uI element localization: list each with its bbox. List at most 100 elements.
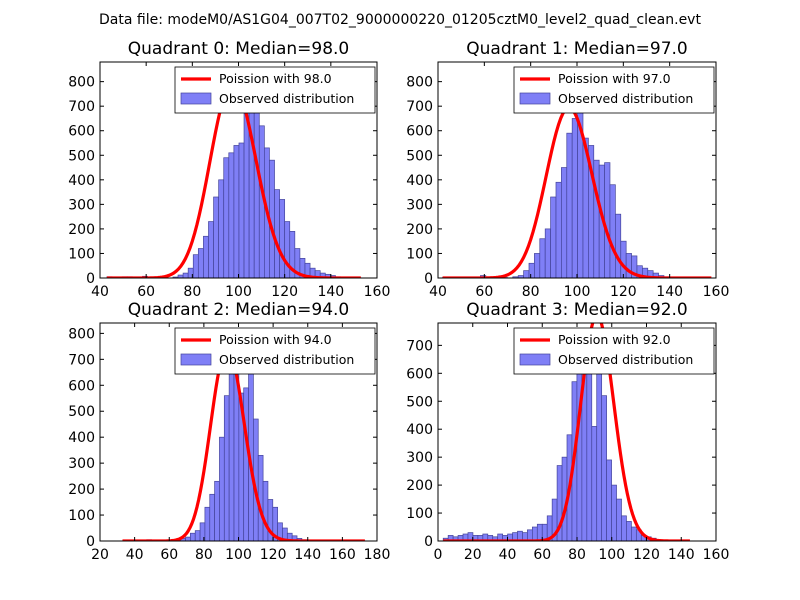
x-tick-label: 40 xyxy=(429,284,447,300)
y-tick-label: 200 xyxy=(406,478,433,494)
histogram-bar xyxy=(204,506,211,541)
legend-observed-label: Observed distribution xyxy=(219,352,354,367)
legend-observed-label: Observed distribution xyxy=(558,352,693,367)
quadrant-0-chart: Quadrant 0: Median=98.0 40 60 80 100 120 140 16… xyxy=(68,39,390,300)
histogram-bar xyxy=(561,167,568,278)
y-tick-label: 700 xyxy=(406,99,433,115)
y-tick-label: 400 xyxy=(406,422,433,438)
y-tick-label: 300 xyxy=(406,197,433,213)
histogram-bar xyxy=(620,240,627,278)
histogram-bar xyxy=(528,262,535,278)
histogram-bar xyxy=(262,480,269,541)
y-tick-label: 100 xyxy=(406,246,433,262)
y-tick-label: 600 xyxy=(68,378,95,394)
x-tick-label: 100 xyxy=(225,284,252,300)
y-tick-label: 0 xyxy=(424,534,433,550)
x-tick-label: 160 xyxy=(364,284,391,300)
legend-observed-swatch xyxy=(180,92,212,105)
y-tick-label: 500 xyxy=(406,148,433,164)
histogram-bar xyxy=(218,179,225,278)
histogram-bar xyxy=(531,526,538,541)
y-tick-label: 500 xyxy=(68,148,95,164)
histogram-bar xyxy=(279,199,286,278)
histogram-bar xyxy=(208,221,214,278)
x-tick-label: 140 xyxy=(294,547,321,563)
histogram-bar xyxy=(609,184,616,278)
y-tick-label: 100 xyxy=(406,506,433,522)
legend-observed-label: Observed distribution xyxy=(558,91,693,106)
histogram-bar xyxy=(536,523,543,541)
x-tick-label: 100 xyxy=(564,284,591,300)
legend-poisson-label: Poission with 92.0 xyxy=(558,332,671,347)
y-tick-label: 100 xyxy=(68,508,95,524)
x-tick-label: 160 xyxy=(703,547,730,563)
histogram-bar xyxy=(593,159,600,278)
histogram-bar xyxy=(596,361,603,541)
histogram-bar xyxy=(523,270,530,278)
histogram-bar xyxy=(625,253,632,278)
y-tick-label: 100 xyxy=(68,246,95,262)
quadrant-1-plot-area xyxy=(442,106,712,278)
histogram-bar xyxy=(228,152,235,278)
x-tick-label: 60 xyxy=(160,547,178,563)
y-tick-label: 400 xyxy=(406,173,433,189)
x-tick-label: 80 xyxy=(195,547,213,563)
histogram-bar xyxy=(228,366,235,541)
quadrant-0-title: Quadrant 0: Median=98.0 xyxy=(128,39,350,59)
legend-poisson-label: Poission with 98.0 xyxy=(219,71,332,86)
y-tick-label: 300 xyxy=(68,197,95,213)
histogram-bar xyxy=(182,272,189,278)
legend-observed-label: Observed distribution xyxy=(219,91,354,106)
quadrant-panels: Quadrant 0: Median=98.0 40 60 80 100 120 140 16… xyxy=(68,39,729,563)
y-tick-label: 700 xyxy=(406,338,433,354)
histogram-bar xyxy=(194,530,201,541)
histogram-bar xyxy=(233,145,240,278)
histogram-bar xyxy=(274,189,280,278)
legend-observed-swatch xyxy=(519,92,551,105)
x-tick-label: 80 xyxy=(568,547,586,563)
y-tick-label: 500 xyxy=(406,394,433,410)
y-tick-label: 600 xyxy=(68,124,95,140)
x-tick-label: 160 xyxy=(329,547,356,563)
histogram-bar xyxy=(591,426,598,541)
histogram-bar xyxy=(550,196,557,278)
y-tick-label: 700 xyxy=(68,99,95,115)
quadrant-3-plot-area xyxy=(442,323,690,541)
histogram-bar xyxy=(527,529,533,541)
x-tick-label: 120 xyxy=(271,284,298,300)
quadrant-1-legend: Poission with 97.0 Observed distribution xyxy=(513,66,715,114)
histogram-bar xyxy=(571,118,578,278)
x-tick-label: 60 xyxy=(137,284,155,300)
histogram-bar xyxy=(534,253,541,278)
x-tick-label: 40 xyxy=(91,284,109,300)
y-tick-label: 800 xyxy=(406,75,433,91)
histogram-bar xyxy=(284,221,291,278)
histogram-bar xyxy=(238,142,245,278)
x-tick-label: 120 xyxy=(260,547,287,563)
histogram-bar xyxy=(621,515,627,541)
y-tick-label: 300 xyxy=(68,456,95,472)
x-tick-label: 140 xyxy=(668,547,695,563)
x-tick-label: 120 xyxy=(610,284,637,300)
x-tick-label: 120 xyxy=(633,547,660,563)
histogram-bar xyxy=(253,91,260,278)
histogram-bar xyxy=(185,536,191,541)
histogram-bar xyxy=(606,459,612,541)
x-tick-label: 180 xyxy=(364,547,391,563)
quadrant-3-chart: Quadrant 3: Median=92.0 0 20 40 60 80 100 120 14… xyxy=(406,300,729,563)
x-tick-label: 140 xyxy=(317,284,344,300)
histogram-bar xyxy=(243,105,250,278)
y-tick-label: 200 xyxy=(68,222,95,238)
histogram-bar xyxy=(611,484,617,541)
histogram-bar xyxy=(615,213,622,278)
legend-observed-swatch xyxy=(180,353,212,366)
x-tick-label: 60 xyxy=(475,284,493,300)
y-tick-label: 600 xyxy=(406,366,433,382)
quadrant-2-title: Quadrant 2: Median=94.0 xyxy=(128,300,350,320)
figure-suptitle: Data file: modeM0/AS1G04_007T02_90000002… xyxy=(99,12,701,28)
histogram-bar xyxy=(257,455,264,541)
histogram-bar xyxy=(601,395,607,541)
histogram-bar xyxy=(544,228,551,278)
y-tick-label: 500 xyxy=(68,404,95,420)
histogram-bar xyxy=(223,157,230,278)
